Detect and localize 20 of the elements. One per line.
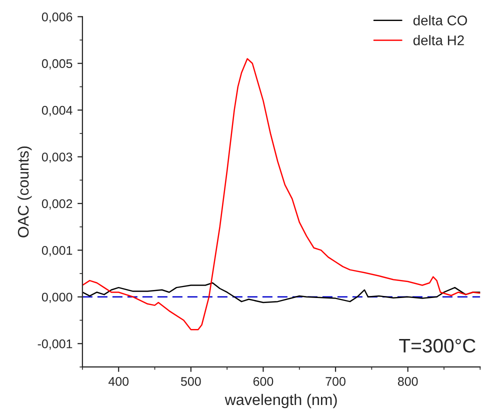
x-tick-label: 500: [180, 377, 201, 386]
legend-label: delta H2: [413, 35, 464, 46]
y-tick-label: -0,001: [38, 339, 72, 350]
y-tick-label: 0,004: [42, 106, 72, 116]
y-tick-label: 0,005: [42, 59, 72, 70]
y-tick-label: 0,001: [42, 246, 72, 256]
y-tick-label: 0,003: [42, 152, 72, 163]
y-tick-label: 0,000: [42, 292, 72, 304]
line-series: [82, 282, 480, 304]
y-tick-label: 0,006: [42, 12, 72, 23]
x-tick-label: 600: [253, 377, 274, 386]
x-tick-label: 700: [326, 377, 346, 386]
x-axis-title: wavelength (nm): [224, 394, 337, 408]
y-tick-label: 0,002: [42, 199, 72, 210]
y-axis-title: OAC (counts): [17, 146, 32, 238]
legend-label: delta CO: [413, 15, 467, 26]
line-series: [82, 58, 480, 330]
x-tick-label: 400: [108, 377, 129, 386]
annotation: T=300°C: [399, 338, 476, 353]
x-tick-label: 800: [398, 377, 418, 386]
